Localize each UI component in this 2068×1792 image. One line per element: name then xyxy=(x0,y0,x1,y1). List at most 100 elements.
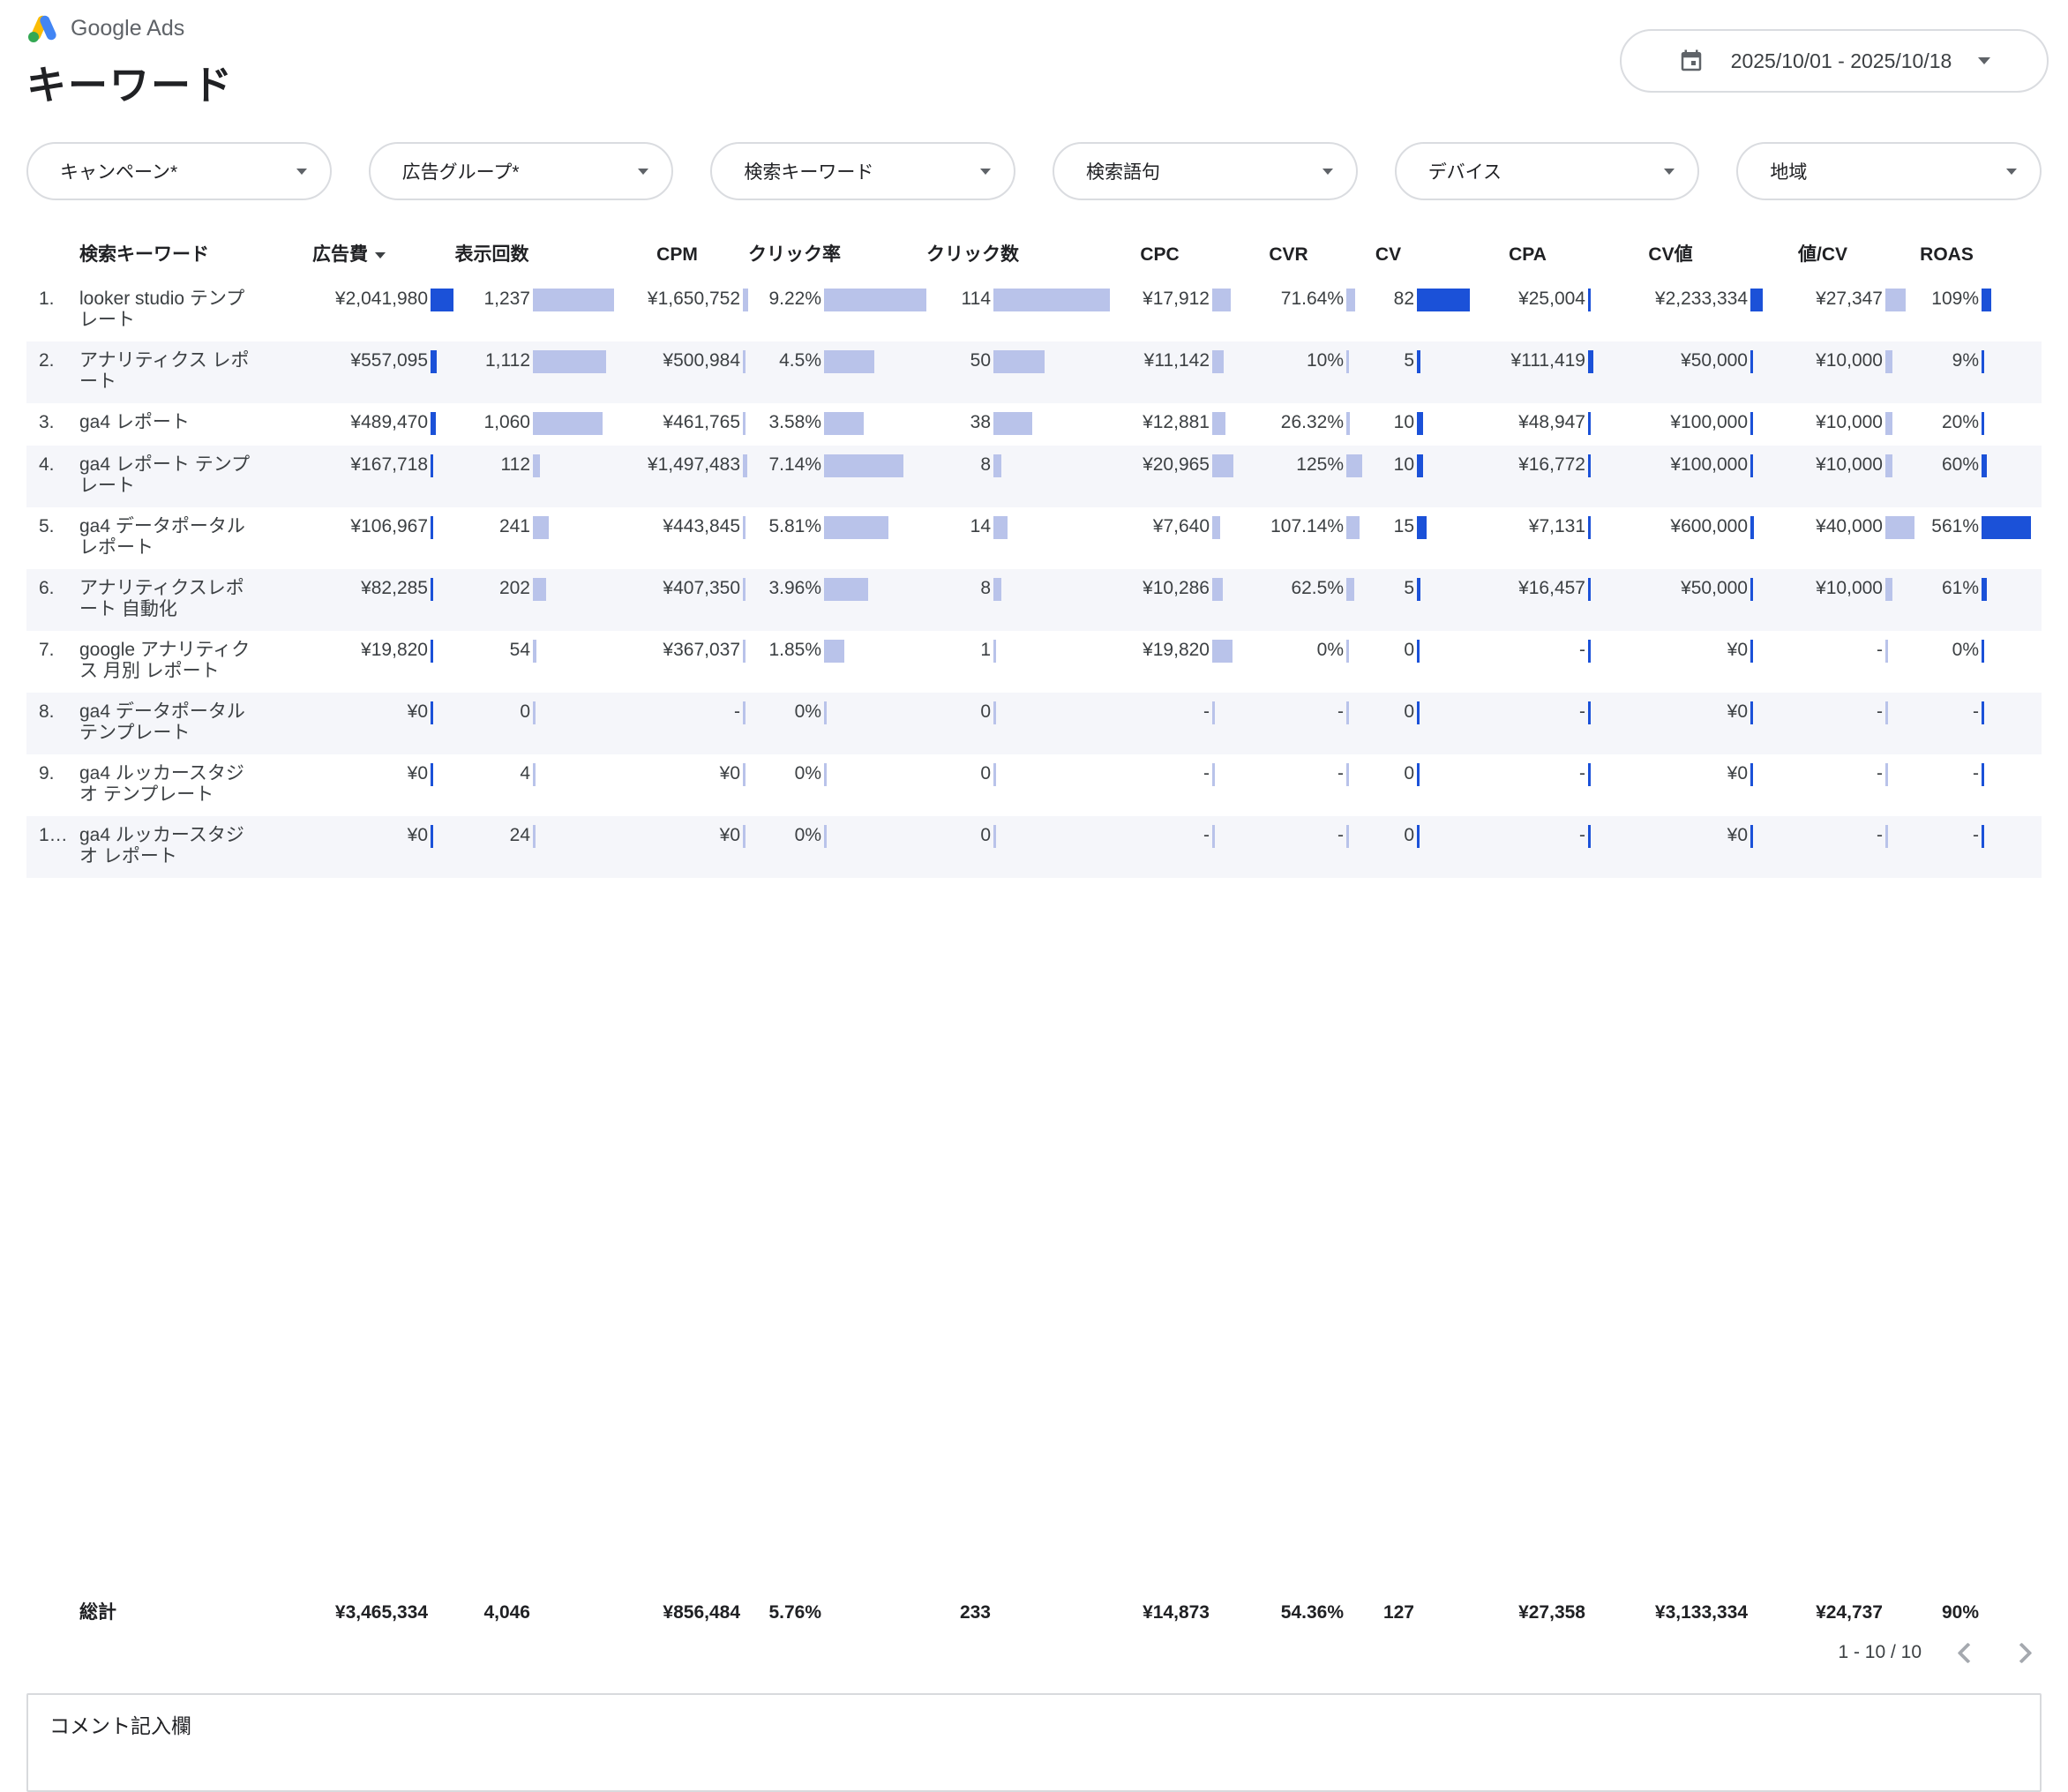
value-bar xyxy=(1885,516,1914,539)
value-bar xyxy=(1212,825,1215,848)
header-keyword[interactable]: 検索キーワード xyxy=(79,244,209,265)
cell-value: ¥12,881 xyxy=(1143,412,1210,432)
keyword-cell: アナリティクス レポート xyxy=(79,350,250,392)
cell-value: - xyxy=(1203,825,1210,845)
comment-box[interactable]: コメント記入欄 xyxy=(26,1693,2042,1792)
header-cpm[interactable]: CPM xyxy=(614,244,748,266)
cell-value: 0% xyxy=(1316,640,1344,660)
filter-pill-1[interactable]: キャンペーン* xyxy=(26,142,332,200)
value-bar xyxy=(1212,412,1225,435)
ctr-cell: 0% xyxy=(748,825,926,867)
value-bar xyxy=(431,350,437,373)
total-value: ¥3,465,334 xyxy=(334,1602,428,1623)
cell-value: 3.96% xyxy=(768,578,821,598)
filter-pill-3[interactable]: 検索キーワード xyxy=(710,142,1016,200)
header-cpa[interactable]: CPA xyxy=(1470,244,1593,266)
cvr-cell: 125% xyxy=(1233,454,1362,497)
date-range-picker[interactable]: 2025/10/01 - 2025/10/18 xyxy=(1620,29,2049,93)
cell-value: ¥106,967 xyxy=(350,516,428,536)
roas-cell: - xyxy=(1914,825,2031,867)
keyword-cell: アナリティクスレポート 自動化 xyxy=(79,578,244,619)
cell-value: - xyxy=(1203,701,1210,722)
value-bar xyxy=(1212,701,1215,724)
header-label: 広告費 xyxy=(312,244,386,266)
cv-cell: 10 xyxy=(1362,412,1470,435)
value-bar xyxy=(1982,350,1984,373)
cpa-cell: ¥7,131 xyxy=(1470,516,1593,559)
impressions-cell: 4 xyxy=(453,763,614,806)
total-clicks: 233 xyxy=(926,1601,1110,1624)
impressions-cell: 1,237 xyxy=(453,289,614,331)
value-bar xyxy=(1212,640,1233,663)
keyword-table: 検索キーワード 広告費 表示回数 CPM クリック率 クリック数 CPC CVR CV CPA CV… xyxy=(26,244,2042,1631)
value-bar xyxy=(1750,640,1753,663)
value-bar xyxy=(1346,412,1350,435)
cell-value: 24 xyxy=(509,825,530,845)
cpm-cell: ¥0 xyxy=(614,763,748,806)
cv-cell: 5 xyxy=(1362,350,1470,393)
cell-value: ¥489,470 xyxy=(350,412,428,432)
header-impressions[interactable]: 表示回数 xyxy=(453,244,614,266)
cell-value: 7.14% xyxy=(768,454,821,475)
total-roas: 90% xyxy=(1914,1601,2031,1624)
cell-value: - xyxy=(1203,763,1210,784)
cv-cell: 0 xyxy=(1362,825,1470,867)
value-bar xyxy=(824,350,874,373)
value-bar xyxy=(533,825,536,848)
next-page-icon[interactable] xyxy=(2011,1641,2033,1664)
value-bar xyxy=(1982,701,1984,724)
keyword-cell: ga4 レポート xyxy=(79,412,190,432)
value-bar xyxy=(1588,350,1593,373)
header-ctr[interactable]: クリック率 xyxy=(748,244,926,266)
value-bar xyxy=(533,516,549,539)
total-cv: 127 xyxy=(1362,1601,1470,1624)
keyword-cell: ga4 データポータル テンプレート xyxy=(79,701,245,743)
table-row-3: 3. ga4 レポート ¥489,470 1,060 ¥461,765 3.58% 38 ¥1… xyxy=(26,403,2042,446)
value-bar xyxy=(1750,454,1753,477)
header-cv_value[interactable]: CV値 xyxy=(1593,244,1763,266)
value-bar xyxy=(1885,412,1892,435)
chevron-down-icon xyxy=(638,168,649,175)
value-bar xyxy=(1750,763,1753,786)
total-value: 233 xyxy=(959,1602,991,1623)
cell-value: ¥48,947 xyxy=(1518,412,1585,432)
header-clicks[interactable]: クリック数 xyxy=(926,244,1110,266)
google-ads-logo-icon xyxy=(26,14,60,42)
impressions-cell: 54 xyxy=(453,640,614,682)
value-bar xyxy=(1750,578,1753,601)
cpm-cell: ¥407,350 xyxy=(614,578,748,620)
cpc-cell: ¥17,912 xyxy=(1110,289,1233,331)
filter-pill-4[interactable]: 検索語句 xyxy=(1053,142,1358,200)
cv-cell: 0 xyxy=(1362,763,1470,806)
cpm-cell: ¥443,845 xyxy=(614,516,748,559)
total-cv_value: ¥3,133,334 xyxy=(1593,1601,1763,1624)
value-bar xyxy=(533,350,606,373)
header-roas[interactable]: ROAS xyxy=(1914,244,2031,266)
cpa-cell: - xyxy=(1470,701,1593,744)
header-label: クリック数 xyxy=(926,244,1019,265)
total-value_per_cv: ¥24,737 xyxy=(1763,1601,1914,1624)
header-cost[interactable]: 広告費 xyxy=(270,244,453,266)
filter-pill-2[interactable]: 広告グループ* xyxy=(368,142,674,200)
chevron-down-icon xyxy=(980,168,992,175)
filter-pill-6[interactable]: 地域 xyxy=(1736,142,2042,200)
roas-cell: 60% xyxy=(1914,454,2031,497)
cell-value: - xyxy=(1579,825,1585,845)
impressions-cell: 202 xyxy=(453,578,614,620)
filter-pill-5[interactable]: デバイス xyxy=(1394,142,1700,200)
cell-value: 71.64% xyxy=(1280,289,1344,309)
cell-value: 14 xyxy=(970,516,991,536)
value-bar xyxy=(743,578,746,601)
header-cvr[interactable]: CVR xyxy=(1233,244,1362,266)
cell-value: 0% xyxy=(1952,640,1979,660)
header-cpc[interactable]: CPC xyxy=(1110,244,1233,266)
total-cost: ¥3,465,334 xyxy=(270,1601,453,1624)
roas-cell: 9% xyxy=(1914,350,2031,393)
header-cv[interactable]: CV xyxy=(1362,244,1470,266)
row-number: 2. xyxy=(39,350,55,371)
cell-value: ¥10,000 xyxy=(1816,578,1883,598)
header-value_per_cv[interactable]: 値/CV xyxy=(1763,244,1914,266)
value-bar xyxy=(1588,578,1591,601)
previous-page-icon[interactable] xyxy=(1957,1641,1979,1664)
